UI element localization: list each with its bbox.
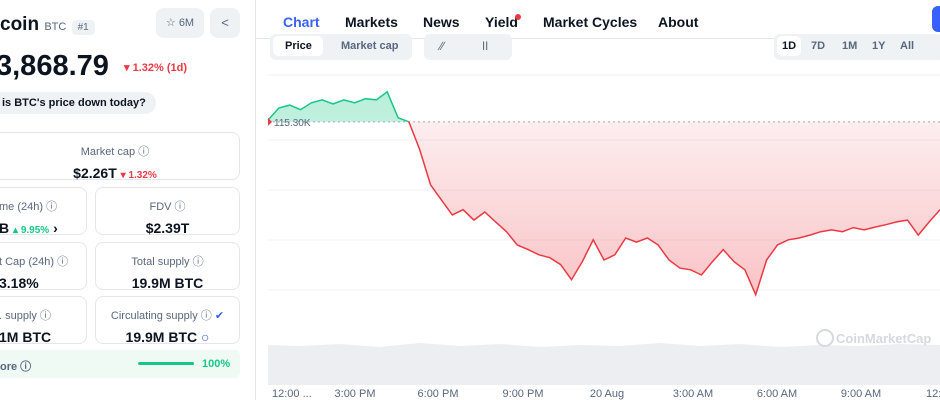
stat-label: . supply (0, 310, 37, 322)
x-tick-label: 9:00 AM (841, 388, 881, 400)
divider (255, 0, 256, 400)
tab[interactable]: Markets (345, 14, 398, 30)
stat-card: Circulating supply ⓘ ✔ 19.9M BTC ○ (95, 296, 240, 345)
stat-value: $2.39T (145, 220, 190, 236)
watermark: CoinMarketCap (836, 331, 931, 346)
score-label: ore ⓘ (0, 361, 32, 373)
mode-active (273, 36, 323, 56)
reference-label: 115.30K (274, 118, 311, 129)
stat-change: 1.32% (128, 170, 157, 181)
price-change: ▾ 1.32% (1d) (124, 62, 187, 74)
x-tick-label: 3:00 AM (673, 388, 713, 400)
stat-label: Total supply (131, 256, 190, 268)
watermark-logo (816, 329, 834, 347)
x-tick-label: 12:... (926, 388, 940, 400)
tab[interactable]: Market Cycles (543, 14, 638, 30)
x-tick-label: 9:00 PM (503, 388, 544, 400)
stat-value: 19.9M BTC (125, 329, 198, 345)
tab[interactable]: About (658, 14, 699, 30)
stat-card: t Cap (24h) ⓘ 3.18% (0, 242, 87, 291)
yield-dot (515, 14, 521, 20)
score-value: 100% (202, 358, 231, 370)
tab-underline (255, 38, 940, 39)
coin-name: coin BTC #1 (0, 14, 95, 36)
range-button[interactable]: All (900, 40, 915, 52)
stat-label: Circulating supply (110, 310, 198, 322)
stat-card: Total supply ⓘ 19.9M BTC (95, 242, 240, 291)
watchlist-count: 6M (178, 17, 195, 29)
tab[interactable]: News (423, 14, 460, 30)
x-tick-label: 6:00 PM (418, 388, 459, 400)
stat-card: FDV ⓘ $2.39T (95, 187, 240, 236)
x-tick-label: 3:00 PM (335, 388, 376, 400)
x-tick-label: 12:00 ... (272, 388, 312, 400)
stat-card: me (24h) ⓘ B ▴ 9.95% › (0, 187, 87, 236)
question-pill[interactable]: is BTC's price down today? (0, 92, 156, 114)
symbol: BTC (44, 21, 67, 33)
chart-style-toggle[interactable]: ∕∕ ǀǀ (424, 34, 512, 60)
range-button[interactable]: 1D (782, 40, 797, 52)
watchlist-button[interactable]: ☆ 6M (156, 8, 204, 38)
stat-label: Market cap (80, 146, 136, 158)
price: 3,868.79 (0, 50, 109, 82)
rank: #1 (71, 20, 95, 35)
mode-button[interactable]: Price (285, 40, 312, 52)
stat-change: 9.95% (20, 225, 50, 236)
x-tick-label: 6:00 AM (757, 388, 797, 400)
range-button[interactable]: 1Y (872, 40, 886, 52)
stat-value: $2.26T (73, 165, 117, 181)
tab[interactable]: Yield (485, 14, 518, 30)
stat-value: B (0, 220, 10, 236)
price-line-down (406, 121, 940, 297)
cta-button[interactable] (932, 6, 940, 32)
stat-card: . supply ⓘ 1M BTC (0, 296, 87, 345)
range-button[interactable]: 1M (842, 40, 858, 52)
reference-arrow (268, 117, 272, 126)
volume-area (268, 343, 940, 385)
price-line-up (267, 90, 410, 122)
x-tick-label: 20 Aug (590, 388, 624, 400)
stat-label: me (24h) (0, 201, 44, 213)
score-text: ore (0, 361, 18, 373)
name: coin (0, 14, 40, 35)
share-button[interactable]: < (210, 8, 240, 38)
area-above (268, 91, 409, 122)
tab[interactable]: Chart (283, 14, 320, 30)
stat-label: t Cap (24h) (0, 256, 55, 268)
score-bar: ore ⓘ 100% (0, 350, 240, 378)
mode-button[interactable]: Market cap (341, 40, 399, 52)
range-button[interactable]: 7D (811, 40, 826, 52)
range-toggle (774, 34, 940, 60)
score-fill (138, 362, 194, 365)
change: 1.32% (1d) (132, 62, 187, 74)
range-active (777, 36, 801, 56)
stat-value: 19.9M BTC (131, 275, 204, 291)
stat-card: Market cap ⓘ $2.26T ▾ 1.32% (0, 132, 240, 181)
stat-value: 1M BTC (0, 329, 52, 345)
stat-label: FDV (149, 201, 172, 213)
stat-value: 3.18% (0, 275, 39, 291)
